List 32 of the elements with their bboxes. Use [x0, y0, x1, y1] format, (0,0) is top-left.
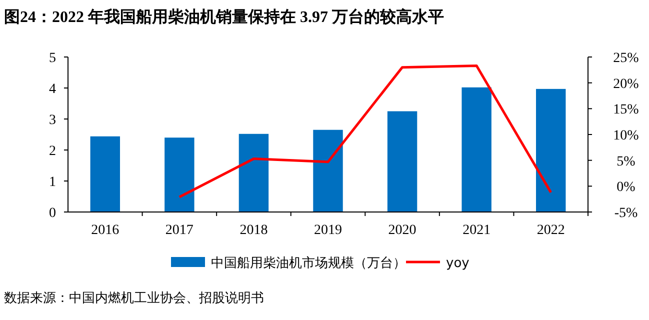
x-tick-label: 2016 — [91, 223, 120, 238]
x-tick-label: 2020 — [388, 223, 416, 238]
bar — [164, 138, 194, 212]
y-tick-label: 0 — [49, 206, 56, 221]
y2-tick-label: 25% — [613, 51, 640, 66]
bar — [90, 136, 120, 212]
y2-tick-label: 5% — [616, 154, 636, 170]
x-tick-label: 2018 — [240, 223, 268, 238]
y2-tick-label: 10% — [613, 128, 640, 144]
bar — [313, 130, 343, 212]
source-note: 数据来源：中国内燃机工业协会、招股说明书 — [4, 291, 264, 306]
y-tick-label: 3 — [49, 113, 56, 128]
x-tick-label: 2019 — [314, 223, 342, 238]
y-tick-label: 1 — [49, 175, 56, 190]
bar — [536, 88, 566, 212]
y-tick-label: 2 — [49, 144, 56, 159]
bar — [238, 134, 269, 212]
bar — [462, 87, 492, 212]
y-tick-label: 4 — [49, 82, 56, 97]
y2-tick-label: 0% — [616, 180, 636, 196]
x-tick-label: 2022 — [536, 223, 565, 238]
y-tick-label: 5 — [49, 51, 56, 66]
line-series — [178, 64, 552, 198]
y2-tick-label: -5% — [614, 206, 638, 221]
x-tick-label: 2021 — [462, 223, 491, 238]
y2-tick-label: 20% — [613, 76, 640, 92]
chart-title: 图24：2022 年我国船用柴油机销量保持在 3.97 万台的较高水平 — [4, 7, 444, 26]
bar — [387, 111, 418, 212]
legend-label: 中国船用柴油机市场规模（万台） — [211, 256, 406, 271]
x-tick-label: 2017 — [165, 223, 194, 238]
legend-label: yoy — [446, 256, 470, 271]
y2-tick-label: 15% — [613, 102, 640, 118]
